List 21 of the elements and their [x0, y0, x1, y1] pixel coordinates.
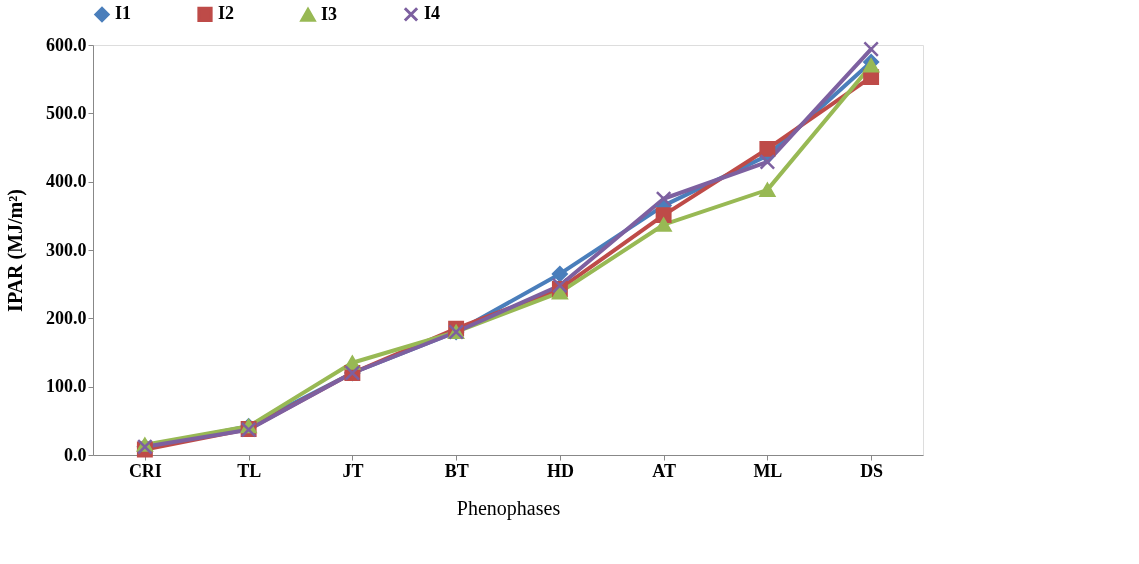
y-tick-label: 0.0 [64, 444, 87, 465]
x-tick-label: DS [860, 460, 884, 481]
x-tick-label: ML [753, 460, 783, 481]
legend-label: I1 [115, 3, 132, 24]
x-tick-label: HD [546, 460, 574, 481]
x-axis-title: Phenophases [456, 496, 561, 520]
x-tick-label: BT [444, 460, 469, 481]
y-tick-label: 300.0 [46, 239, 87, 260]
x-tick-label: AT [652, 460, 676, 481]
legend-label: I3 [321, 3, 338, 24]
x-tick-label: JT [342, 460, 364, 481]
legend-label: I2 [218, 3, 235, 24]
y-tick-label: 200.0 [46, 307, 87, 328]
legend-label: I4 [424, 3, 441, 24]
x-tick-label: CRI [128, 460, 162, 481]
y-tick-label: 100.0 [46, 376, 87, 397]
x-tick-label: TL [237, 460, 262, 481]
y-tick-label: 500.0 [46, 102, 87, 123]
y-tick-label: 600.0 [46, 34, 87, 55]
y-axis-title: IPAR (MJ/m²) [4, 189, 27, 312]
y-tick-label: 400.0 [46, 171, 87, 192]
